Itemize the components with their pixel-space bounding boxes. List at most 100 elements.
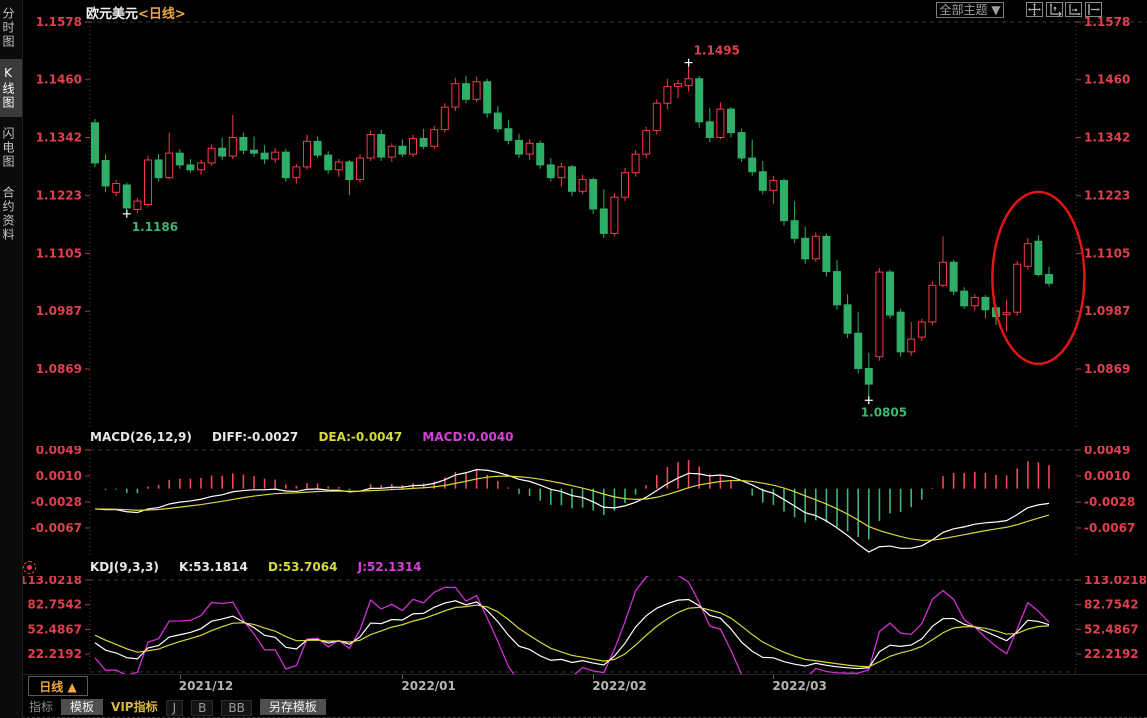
crosshair-move-icon[interactable] <box>1026 2 1043 17</box>
kdj-j-line <box>94 576 1050 674</box>
kdj-panel[interactable]: 113.0218 113.0218 82.7542 82.7542 52.4867 52.… <box>22 576 1147 674</box>
chevron-down-icon: ▼ <box>991 3 1001 17</box>
price-annotation: 1.0805 <box>861 405 907 419</box>
kdj-label-right: 52.4867 <box>1084 622 1139 636</box>
month-label: 2021/12 <box>178 679 234 693</box>
kdj-label-left: 82.7542 <box>27 598 82 612</box>
candle-body <box>292 166 301 179</box>
axis-scale-vertical-icon[interactable] <box>1046 2 1063 17</box>
sidebar-item-time-share-chart[interactable]: 分时图 <box>1 7 15 49</box>
period-tag: <日线> <box>138 7 186 22</box>
macd-panel[interactable]: 0.0049 0.0049 0.0010 0.0010 -0.0028 -0.0028 -0… <box>22 446 1147 560</box>
macd-label-right: -0.0067 <box>1084 521 1135 535</box>
indicator-marker-icon[interactable] <box>23 561 36 574</box>
candle-body <box>197 162 205 171</box>
candle-body <box>960 290 969 307</box>
tab-vip-indicator[interactable]: VIP指标 <box>111 700 158 714</box>
candle-body <box>387 145 396 158</box>
tab-b[interactable]: B <box>191 700 214 716</box>
candle-body <box>356 157 364 181</box>
candle-body <box>250 149 258 154</box>
candle-body <box>260 152 269 160</box>
candle-body <box>695 78 704 123</box>
candle-body <box>758 171 767 191</box>
candle-body <box>546 164 555 179</box>
macd-label-left: -0.0067 <box>31 521 82 535</box>
candle-body <box>737 132 746 159</box>
price-label-right: 1.1460 <box>1084 73 1130 87</box>
kdj-label-right: 113.0218 <box>1084 576 1147 587</box>
candle-body <box>271 151 280 160</box>
candle-body <box>377 134 386 158</box>
tab-bb[interactable]: BB <box>221 700 252 716</box>
price-annotation: 1.1495 <box>694 44 740 58</box>
macd-diff-value: DIFF:-0.0027 <box>212 430 299 444</box>
tab-save-template[interactable]: 另存模板 <box>259 699 326 715</box>
candle-body <box>801 237 810 260</box>
tab-j[interactable]: J <box>165 700 184 716</box>
tab-indicator[interactable]: 指标 <box>29 700 54 714</box>
candle-body <box>896 311 905 353</box>
candle-body <box>345 161 354 181</box>
period-selector-button[interactable]: 日线 ▲ <box>28 676 88 696</box>
price-label-left: 1.1578 <box>36 16 82 29</box>
candle-body <box>663 86 672 104</box>
macd-dea-value: DEA:-0.0047 <box>318 430 403 444</box>
month-tick-mark <box>402 675 404 679</box>
candle-body <box>780 180 788 222</box>
candle-body <box>652 102 661 132</box>
candle-body <box>949 261 958 292</box>
candle-body <box>144 159 152 206</box>
all-themes-button[interactable]: 全部主题 ▼ <box>936 2 1004 18</box>
candle-body <box>281 151 290 179</box>
tab-template[interactable]: 模板 <box>61 699 104 715</box>
candle-body <box>864 367 873 385</box>
symbol-name: 欧元美元 <box>86 7 139 22</box>
candle-body <box>727 108 735 134</box>
candle-body <box>313 140 322 156</box>
price-label-left: 1.1460 <box>36 73 82 87</box>
candle-body <box>91 122 99 164</box>
pan-right-icon[interactable] <box>1085 2 1102 17</box>
candle-body <box>843 304 852 334</box>
macd-dea-line <box>94 475 1050 541</box>
candle-body <box>790 220 799 239</box>
candle-body <box>493 112 502 130</box>
candle-body <box>578 179 587 192</box>
chart-title: 欧元美元<日线> <box>86 3 186 22</box>
sidebar-item-flash-chart[interactable]: 闪电图 <box>1 127 15 169</box>
price-label-left: 1.1105 <box>36 246 82 260</box>
sidebar-item-candlestick-chart[interactable]: K线图 <box>0 59 22 117</box>
month-tick-mark <box>773 675 775 679</box>
sidebar-item-contract-info[interactable]: 合约资料 <box>1 186 15 242</box>
candle-body <box>917 321 926 338</box>
macd-label-left: 0.0010 <box>36 469 82 483</box>
candle-body <box>833 271 841 306</box>
candle-body <box>398 145 407 155</box>
candle-body <box>875 271 884 358</box>
kdj-label-left: 113.0218 <box>22 576 82 587</box>
candle-body <box>430 129 439 147</box>
candle-body <box>483 81 492 114</box>
price-label-right: 1.1578 <box>1084 16 1130 29</box>
main-candlestick-panel[interactable]: 1.1578 1.1578 1.1460 1.1460 1.1342 1.1342 1.12… <box>22 16 1147 430</box>
candle-body <box>684 78 693 87</box>
candle-body <box>557 166 566 179</box>
candle-body <box>1034 240 1043 276</box>
kdj-k-line <box>94 598 1050 670</box>
candle-body <box>907 338 916 353</box>
macd-label-left: -0.0028 <box>31 495 82 509</box>
candle-body <box>122 184 131 209</box>
axis-scale-horizontal-icon[interactable] <box>1065 2 1082 17</box>
kdj-header: KDJ(9,3,3) K:53.1814 D:53.7064 J:52.1314 <box>90 560 422 574</box>
candle-body <box>886 271 894 316</box>
candle-body <box>451 83 460 108</box>
candle-body <box>1013 263 1022 313</box>
candle-body <box>525 142 534 155</box>
macd-diff-line <box>94 468 1050 553</box>
kdj-d-value: D:53.7064 <box>268 560 338 574</box>
macd-label-right: 0.0010 <box>1084 469 1130 483</box>
candle-body <box>112 182 121 193</box>
candle-body <box>769 180 778 191</box>
